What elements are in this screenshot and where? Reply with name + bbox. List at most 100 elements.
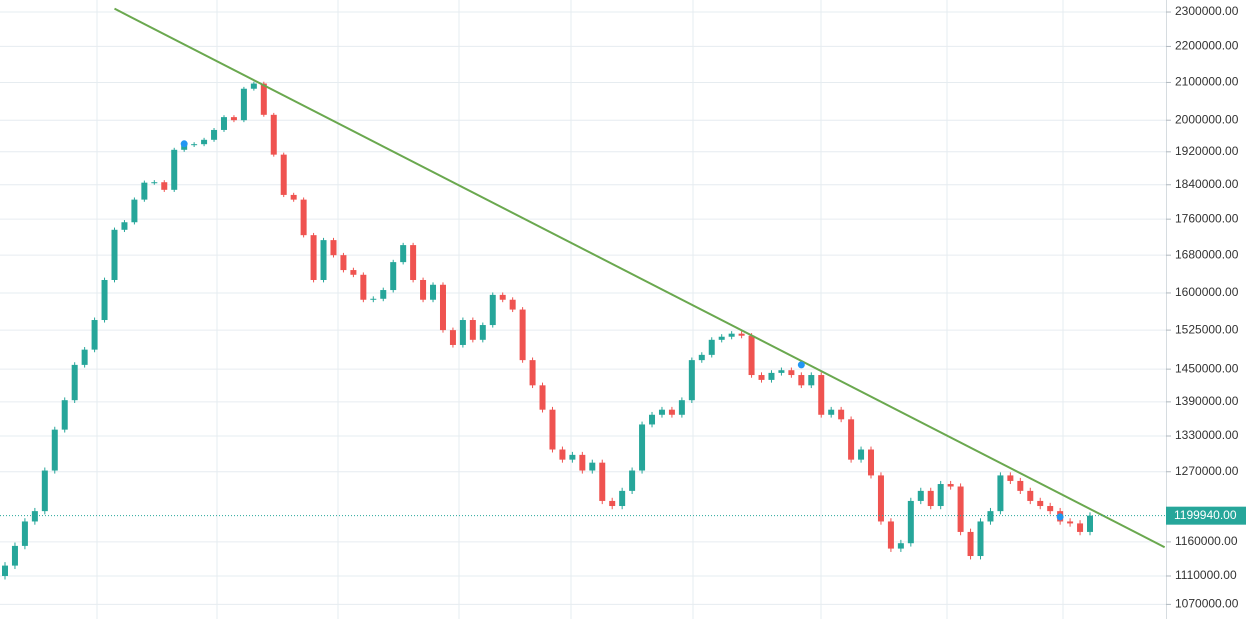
candle-body (1067, 521, 1074, 524)
candle-body (997, 475, 1004, 512)
candle-body (161, 182, 168, 190)
candle-body (708, 339, 715, 355)
price-label: 1199940.00 (1174, 508, 1237, 522)
candle-body (698, 354, 705, 361)
candle-body (51, 429, 58, 471)
y-tick-label: 1330000.00 (1175, 428, 1239, 442)
candle-body (629, 470, 636, 491)
candle-body (211, 129, 218, 140)
candle-body (639, 424, 646, 471)
candle-body (967, 531, 974, 557)
candle-body (758, 375, 765, 380)
candle-body (559, 449, 566, 460)
signal-marker (180, 140, 188, 148)
candle-body (31, 511, 38, 522)
candle-body (400, 245, 407, 263)
candle-body (91, 320, 98, 350)
candle-body (977, 521, 984, 557)
candle-body (818, 375, 825, 415)
candle-body (589, 462, 596, 471)
candle-body (300, 199, 307, 236)
candle-body (848, 419, 855, 460)
candle-body (937, 484, 944, 507)
candle-body (220, 117, 227, 130)
y-tick-label: 1525000.00 (1175, 322, 1239, 336)
candle-body (1077, 523, 1084, 532)
y-tick-label: 1450000.00 (1175, 361, 1239, 375)
candle-body (479, 325, 486, 340)
y-tick-label: 2000000.00 (1175, 112, 1239, 126)
candle-body (649, 414, 656, 425)
candle-body (748, 335, 755, 376)
y-tick-label: 1160000.00 (1175, 534, 1238, 548)
y-tick-label: 1840000.00 (1175, 177, 1239, 191)
candle-body (2, 565, 8, 576)
candle-body (270, 114, 277, 155)
candle-body (549, 409, 556, 450)
candle-body (1087, 515, 1093, 532)
candle-body (171, 149, 178, 190)
candle-body (619, 490, 626, 507)
candle-body (609, 500, 616, 507)
candle-body (240, 88, 247, 121)
candle-body (1027, 490, 1034, 501)
signal-marker (1056, 513, 1064, 521)
candle-body (439, 284, 446, 331)
candle-body (519, 309, 526, 361)
candle-body (430, 284, 437, 300)
candle-body (1017, 480, 1024, 491)
candle-body (81, 349, 88, 365)
candle-body (1037, 500, 1044, 507)
candle-body (1047, 506, 1054, 512)
candle-body (181, 144, 188, 150)
candle-body (887, 521, 894, 549)
candle-body (828, 409, 835, 415)
candle-body (459, 320, 466, 345)
candle-body (280, 154, 287, 195)
candle-body (449, 330, 456, 345)
candle-body (838, 409, 845, 420)
candle-body (469, 320, 476, 340)
candle-body (201, 139, 208, 145)
candle-body (728, 333, 735, 337)
candle-body (330, 240, 337, 256)
candle-body (499, 294, 506, 300)
candle-body (390, 262, 397, 291)
y-tick-label: 2300000.00 (1175, 4, 1239, 18)
candle-body (61, 400, 68, 430)
candle-body (509, 299, 516, 310)
candle-body (798, 375, 805, 386)
candle-body (658, 409, 665, 415)
candle-body (340, 255, 347, 271)
candle-body (778, 370, 785, 373)
candle-body (877, 475, 884, 522)
candle-body (41, 470, 48, 512)
candle-body (768, 372, 775, 380)
candle-body (380, 290, 387, 299)
trendline (114, 7, 1166, 549)
y-tick-label: 1390000.00 (1175, 394, 1239, 408)
price-grid (0, 11, 1166, 605)
candle-body (350, 270, 357, 275)
candle-body (569, 454, 576, 460)
candle-body (858, 449, 865, 460)
candle-body (230, 117, 237, 121)
y-tick-label: 1600000.00 (1175, 285, 1239, 299)
candle-body (1007, 475, 1014, 481)
candle-body (290, 194, 297, 200)
candle-body (788, 370, 795, 376)
candle-body (688, 360, 695, 401)
candle-body (191, 144, 198, 146)
candle-body (957, 486, 964, 532)
candle-body (897, 543, 904, 549)
y-tick-label: 1760000.00 (1175, 211, 1239, 225)
candle-body (71, 364, 78, 401)
y-tick-label: 2200000.00 (1175, 39, 1239, 53)
y-tick-label: 1110000.00 (1175, 568, 1237, 582)
candle-body (151, 182, 158, 184)
candle-body (410, 245, 417, 280)
price-label-box (1166, 506, 1246, 525)
candle-body (260, 83, 267, 115)
candle-body (599, 462, 606, 501)
candle-body (927, 490, 934, 507)
